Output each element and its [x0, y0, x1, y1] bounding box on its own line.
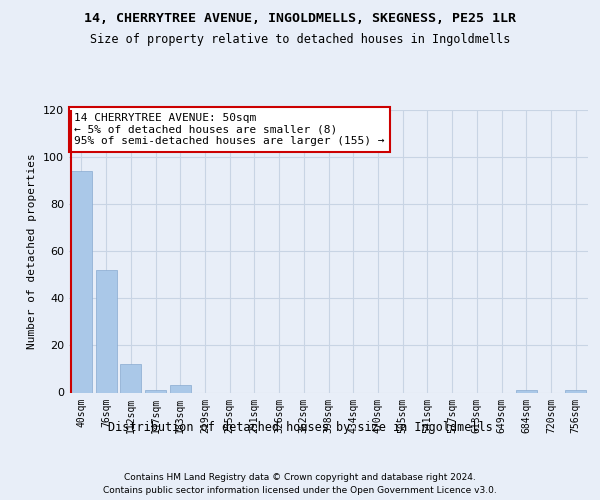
Text: Size of property relative to detached houses in Ingoldmells: Size of property relative to detached ho… [90, 32, 510, 46]
Bar [170, 386, 191, 392]
Text: Contains public sector information licensed under the Open Government Licence v3: Contains public sector information licen… [103, 486, 497, 495]
Bar [565, 390, 586, 392]
Bar [95, 270, 116, 392]
Bar [516, 390, 537, 392]
Bar [120, 364, 141, 392]
Bar [145, 390, 166, 392]
Text: 14 CHERRYTREE AVENUE: 50sqm
← 5% of detached houses are smaller (8)
95% of semi-: 14 CHERRYTREE AVENUE: 50sqm ← 5% of deta… [74, 113, 385, 146]
Y-axis label: Number of detached properties: Number of detached properties [28, 154, 37, 349]
Text: Contains HM Land Registry data © Crown copyright and database right 2024.: Contains HM Land Registry data © Crown c… [124, 472, 476, 482]
Text: 14, CHERRYTREE AVENUE, INGOLDMELLS, SKEGNESS, PE25 1LR: 14, CHERRYTREE AVENUE, INGOLDMELLS, SKEG… [84, 12, 516, 26]
Text: Distribution of detached houses by size in Ingoldmells: Distribution of detached houses by size … [107, 421, 493, 434]
Bar [71, 171, 92, 392]
